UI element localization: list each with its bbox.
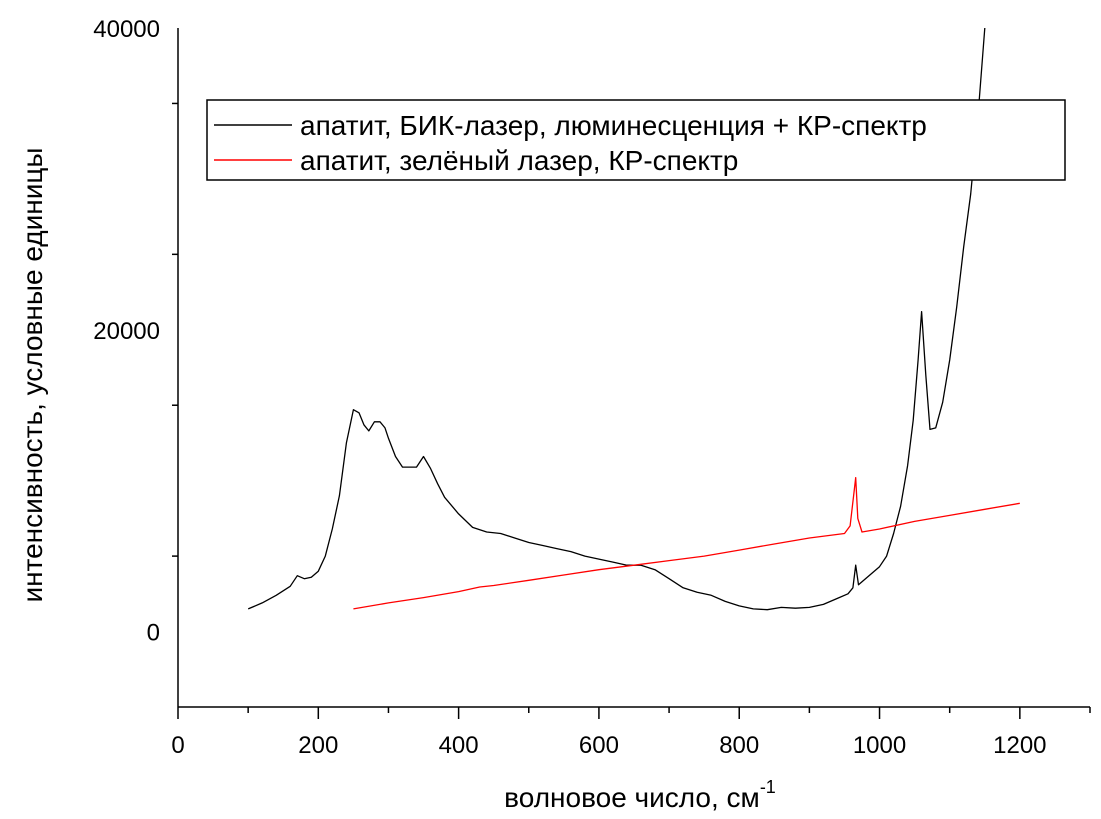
x-tick-label: 400 — [439, 732, 479, 759]
axes: 0 200 400 600 800 1000 1200 0 20000 40000 — [93, 16, 1091, 759]
legend: апатит, БИК-лазер, люминесценция + КР-сп… — [206, 99, 1066, 181]
x-tick-label: 200 — [298, 732, 338, 759]
y-tick-label: 0 — [147, 620, 160, 647]
series-line-1 — [247, 27, 986, 611]
x-tick-label: 1000 — [853, 732, 906, 759]
x-tick-label: 600 — [579, 732, 619, 759]
y-tick-label: 20000 — [93, 318, 160, 345]
x-axis-title-superscript: -1 — [760, 777, 776, 797]
legend-label-1: апатит, БИК-лазер, люминесценция + КР-сп… — [300, 110, 927, 141]
legend-box — [206, 99, 1066, 181]
x-axis-title: волновое число, см-1 — [504, 777, 776, 813]
y-axis-title: интенсивность, условные единицы — [17, 147, 48, 602]
x-tick-label: 800 — [719, 732, 759, 759]
series-line-2 — [353, 476, 1020, 610]
legend-label-2: апатит, зелёный лазер, КР-спектр — [300, 145, 738, 176]
y-tick-label: 40000 — [93, 16, 160, 43]
series-layer — [247, 27, 1020, 611]
x-tick-label: 1200 — [993, 732, 1046, 759]
x-tick-label: 0 — [171, 732, 184, 759]
